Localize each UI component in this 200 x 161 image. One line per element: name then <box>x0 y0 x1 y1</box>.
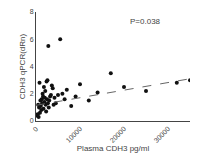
svg-text:P=0.038: P=0.038 <box>130 17 161 26</box>
svg-text:10000: 10000 <box>64 125 83 144</box>
svg-text:20000: 20000 <box>108 125 127 144</box>
svg-text:4: 4 <box>30 63 34 70</box>
svg-text:30000: 30000 <box>152 125 171 144</box>
svg-text:0: 0 <box>30 117 34 124</box>
svg-text:0: 0 <box>31 125 39 133</box>
svg-text:Plasma CDH3 pg/ml: Plasma CDH3 pg/ml <box>77 144 150 153</box>
svg-text:6: 6 <box>30 36 34 43</box>
svg-text:2: 2 <box>30 90 34 97</box>
svg-text:8: 8 <box>30 8 34 15</box>
svg-text:CDH3 qPCR(dRn): CDH3 qPCR(dRn) <box>18 33 27 99</box>
